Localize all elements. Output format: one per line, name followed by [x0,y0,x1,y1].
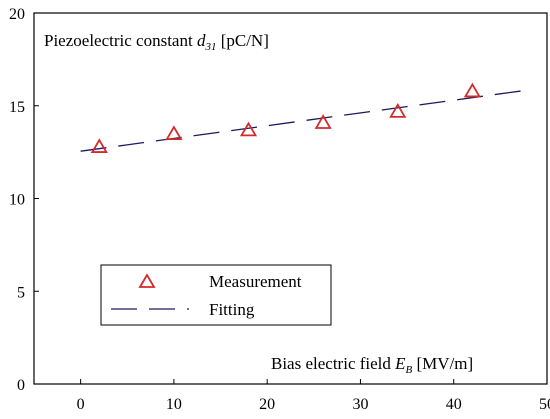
x-tick-label: 20 [259,396,275,413]
x-tick-label: 30 [352,396,368,413]
x-tick-label: 40 [446,396,462,413]
measurement-point [314,114,332,129]
plot-frame [33,12,548,385]
tick-labels: 0 10 20 30 40 50 0 5 10 15 20 [9,6,550,413]
measurement-point [239,121,258,137]
legend-box [100,264,332,326]
series-layer [80,82,529,153]
axis-ticks [34,12,548,385]
measurement-point [90,138,108,153]
y-tick-label: 15 [9,99,25,116]
legend-label-measurement: Measurement [209,272,302,291]
x-tick-label: 0 [77,396,85,413]
y-tick-label: 10 [9,192,25,209]
measurement-point [165,125,183,141]
measurement-point [463,82,481,98]
y-tick-label: 20 [9,6,25,23]
x-tick-label: 10 [166,396,182,413]
measurement-point [389,103,407,118]
fitting-line [80,89,529,152]
legend-marker-triangle-icon [138,273,156,288]
x-axis-label: Bias electric field EB [MV/m] [271,354,473,376]
y-tick-label: 0 [17,377,25,394]
y-axis-label: Piezoelectric constant d31 [pC/N] [44,31,269,53]
legend: Measurement Fitting [100,264,332,326]
legend-label-fitting: Fitting [209,300,255,319]
x-tick-label: 50 [539,396,550,413]
y-tick-label: 5 [17,284,25,301]
